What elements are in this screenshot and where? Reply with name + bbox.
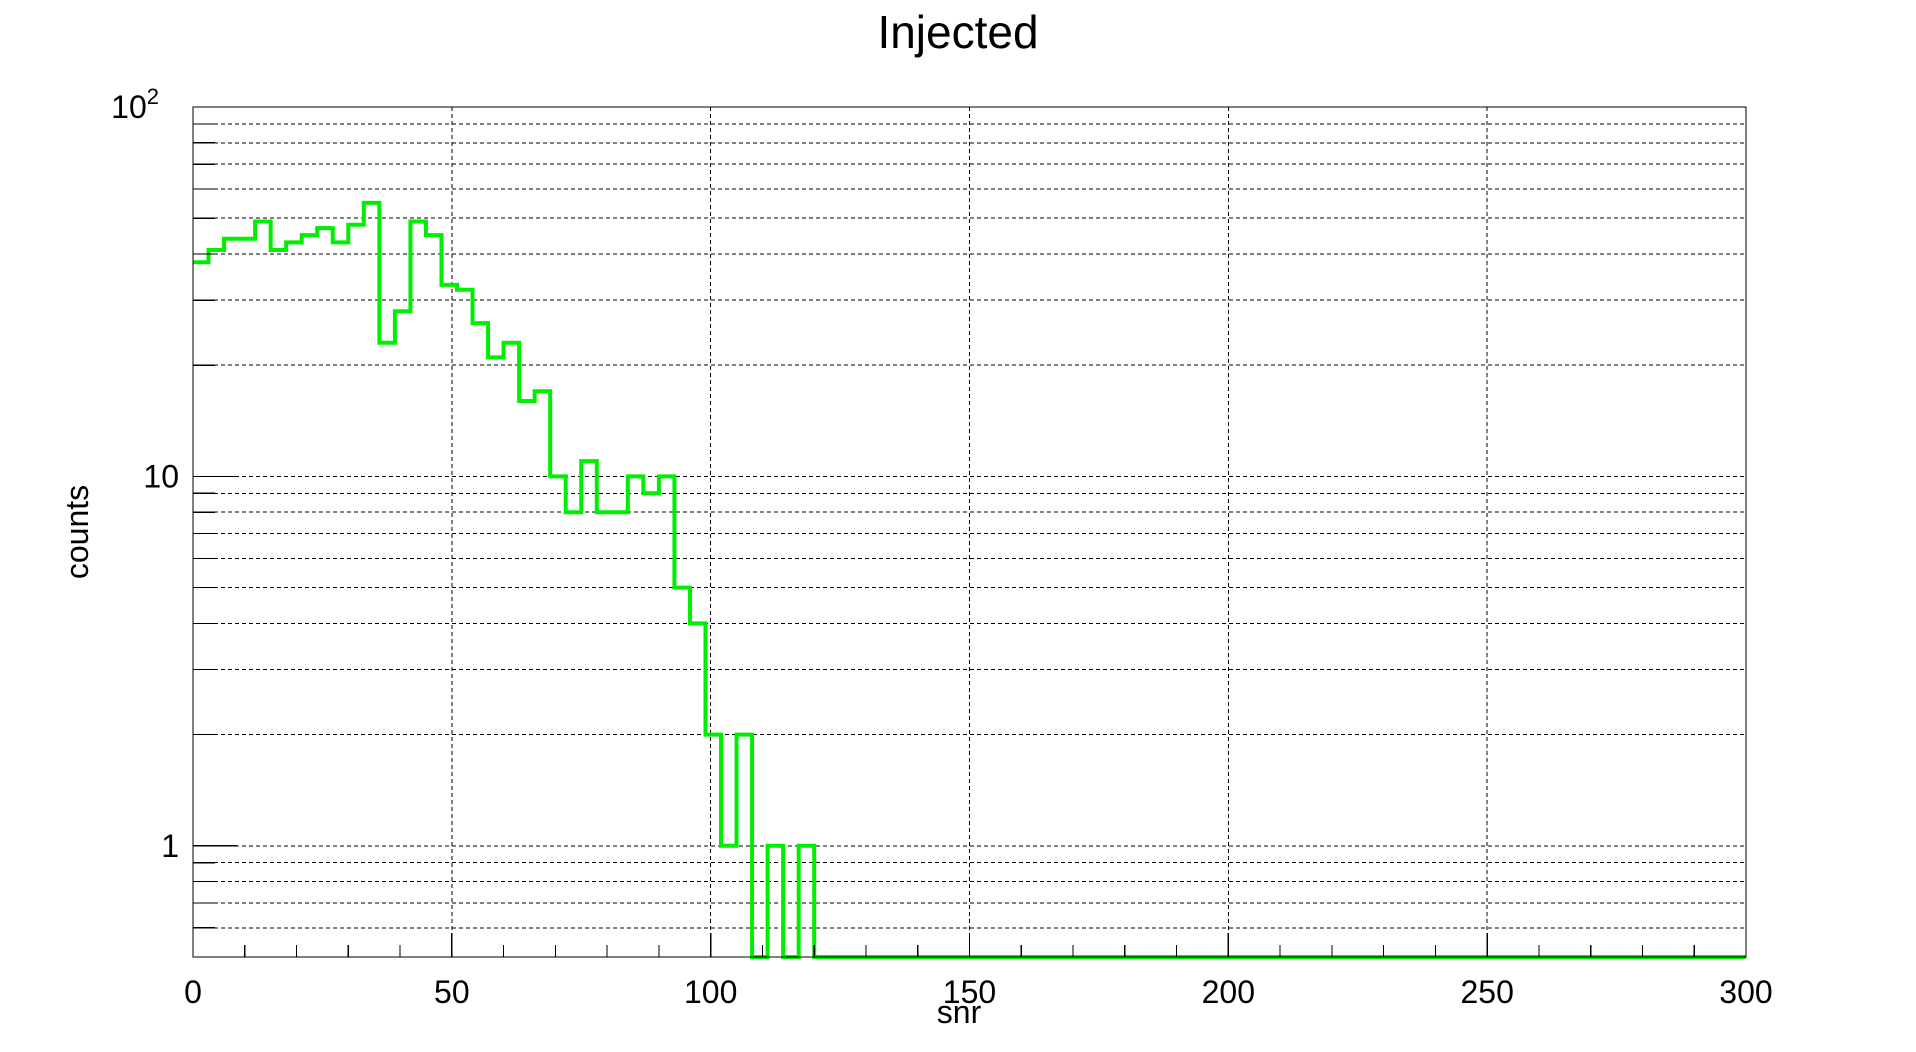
x-tick-label: 50: [434, 974, 470, 1010]
x-tick-label: 0: [184, 974, 202, 1010]
x-tick-label: 200: [1202, 974, 1255, 1010]
grid-lines: [193, 106, 1746, 957]
y-tick-label: 1: [161, 828, 179, 864]
axes-layer: 0 50 100 150 200 250 300 1 10 102: [111, 84, 1773, 1010]
y-tick-label: 10: [143, 458, 179, 494]
x-axis-label: snr: [937, 994, 982, 1030]
x-tick-label: 250: [1460, 974, 1513, 1010]
x-tick-label: 100: [684, 974, 737, 1010]
x-tick-label: 150: [943, 974, 996, 1010]
x-tick-label: 300: [1719, 974, 1772, 1010]
chart-title: Injected: [877, 6, 1038, 58]
plot-frame: [192, 106, 1747, 958]
y-tick-label: 102: [111, 84, 159, 125]
y-axis-label: counts: [59, 485, 95, 579]
